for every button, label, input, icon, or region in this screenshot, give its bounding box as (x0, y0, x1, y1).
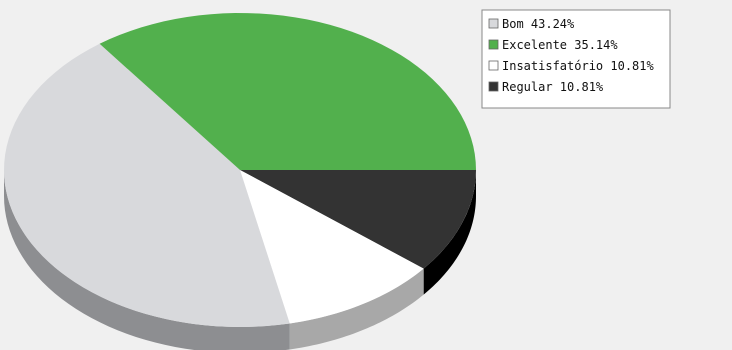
legend-swatch-0 (488, 18, 499, 29)
pie-side-3 (423, 170, 476, 295)
legend-items: Bom 43.24% Excelente 35.14% Insatisfatório… (488, 17, 654, 94)
legend-label-0: Bom 43.24% (502, 17, 575, 31)
pie-slice-0 (4, 43, 290, 328)
legend-box (481, 9, 671, 109)
legend: Bom 43.24% Excelente 35.14% Insatisfatório… (481, 9, 671, 109)
pie-slice-3 (240, 170, 476, 269)
legend-label-3: Regular 10.81% (502, 80, 604, 94)
pie-side-0 (4, 170, 290, 350)
pie-tops (4, 13, 477, 328)
pie-side-2 (289, 268, 424, 350)
pie-slice-1 (99, 13, 477, 171)
pie-sides (4, 170, 476, 350)
legend-swatch-2 (488, 60, 499, 71)
pie-slice-2 (240, 170, 424, 324)
legend-swatch-1 (488, 39, 499, 50)
legend-label-2: Insatisfatório 10.81% (502, 59, 654, 73)
legend-swatch-3 (488, 81, 499, 92)
legend-label-1: Excelente 35.14% (502, 38, 618, 52)
